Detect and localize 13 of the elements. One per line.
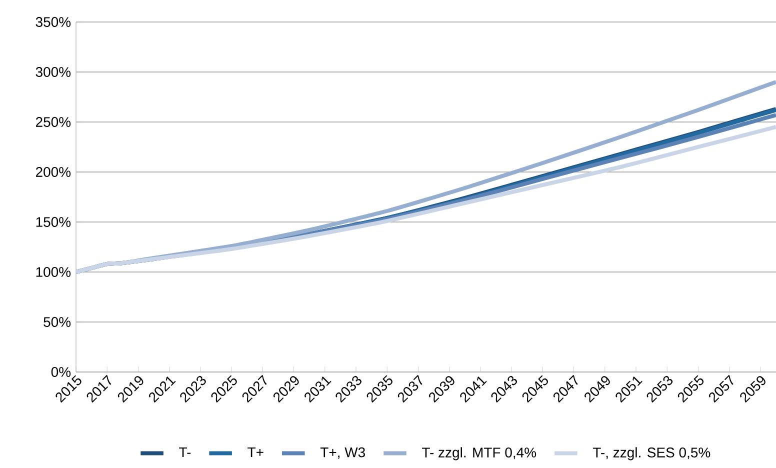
y-tick-label: 150%: [36, 217, 71, 227]
y-tick-label: 50%: [44, 317, 71, 327]
y-tick-label: 0%: [51, 367, 71, 377]
legend-label: T-, zzgl. SES 0,5%: [592, 447, 710, 460]
y-tick-label: 250%: [36, 117, 71, 127]
y-tick-label: 100%: [36, 267, 71, 277]
y-tick-label: 350%: [36, 17, 71, 27]
legend-label: T+: [248, 447, 264, 458]
legend-label: T-: [179, 447, 191, 458]
legend-label: T- zzgl. MTF 0,4%: [422, 447, 536, 460]
legend-label: T+, W3: [320, 447, 365, 459]
y-tick-label: 200%: [36, 167, 71, 177]
y-tick-label: 300%: [36, 67, 71, 77]
